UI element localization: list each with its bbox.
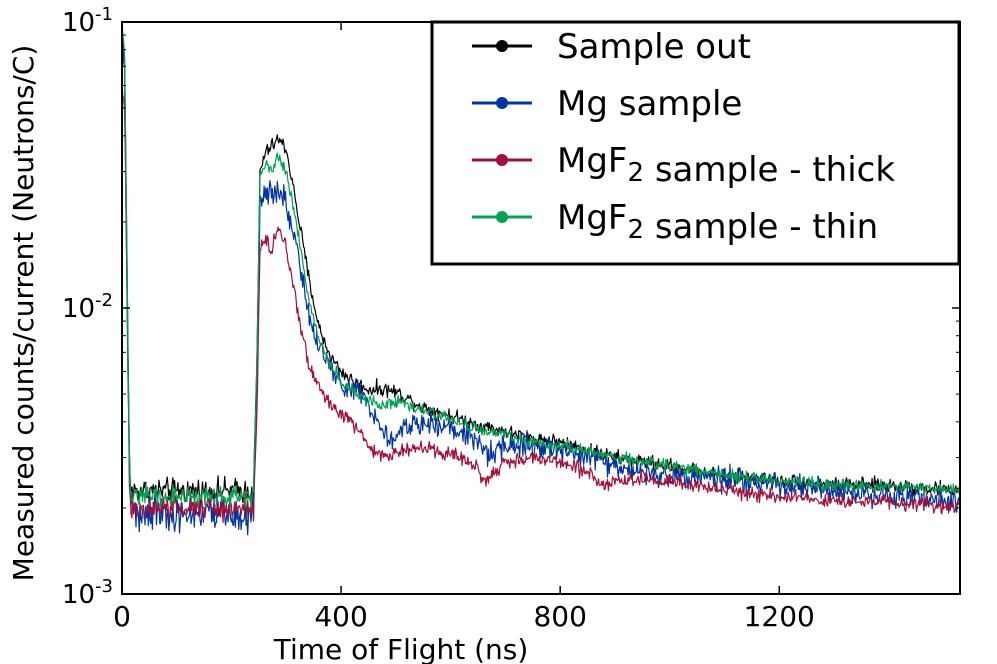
- x-tick-label: 0: [113, 600, 131, 633]
- legend-entries: Sample out Mg sample MgF2 sample - thick Mg…: [472, 27, 895, 247]
- y-tick-label: 10-2: [62, 290, 113, 324]
- legend-marker: [496, 211, 508, 223]
- y-axis-label: Measured counts/current (Neutrons/C): [7, 45, 40, 582]
- legend-label: Mg sample: [557, 84, 742, 124]
- legend-box: [430, 20, 961, 266]
- x-tick-label: 1200: [744, 600, 815, 633]
- x-tick-label: 400: [314, 600, 367, 633]
- series-line: [122, 22, 960, 508]
- legend-entry: Mg sample: [472, 84, 742, 124]
- series-layer: [122, 22, 960, 536]
- x-axis-label: Time of Flight (ns): [273, 633, 529, 664]
- y-tick-label: 10-3: [62, 576, 113, 610]
- legend-marker: [496, 154, 508, 166]
- legend-entry: MgF2 sample - thin: [472, 198, 878, 247]
- legend-label: MgF2 sample - thick: [557, 141, 895, 190]
- legend: Sample out Mg sample MgF2 sample - thick Mg…: [430, 20, 961, 266]
- x-tick-layer: 0 400 800 1200: [113, 22, 815, 633]
- series-line: [122, 85, 960, 524]
- legend-entry: MgF2 sample - thick: [472, 141, 895, 190]
- x-tick-label: 800: [533, 600, 586, 633]
- legend-marker: [496, 40, 508, 52]
- series-line: [122, 30, 960, 536]
- legend-label: Sample out: [557, 27, 751, 67]
- legend-marker: [496, 97, 508, 109]
- y-tick-label: 10-1: [62, 4, 113, 38]
- series-line: [122, 22, 960, 510]
- legend-entry: Sample out: [472, 27, 751, 67]
- legend-label: MgF2 sample - thin: [557, 198, 878, 247]
